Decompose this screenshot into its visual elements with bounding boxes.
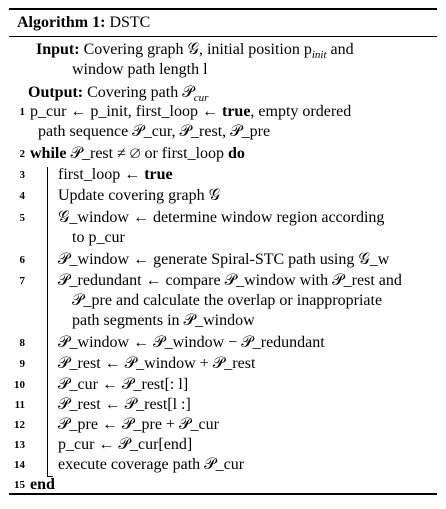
while-body-bar xyxy=(47,167,48,476)
line-number: 9 xyxy=(19,358,26,370)
line-1-text-a: p_cur ← p_init, first_loop ← xyxy=(30,103,222,120)
line-number: 1 xyxy=(19,106,26,118)
line-number: 5 xyxy=(19,212,26,224)
input-line: Input: Covering graph 𝒢, initial positio… xyxy=(36,40,354,65)
line-number: 8 xyxy=(19,337,26,349)
algo-line-1-cont: path sequence 𝒫_cur, 𝒫_rest, 𝒫_pre xyxy=(38,123,271,140)
line-number: 13 xyxy=(14,439,25,451)
algo-line-10: 𝒫_cur ← 𝒫_rest[: l] xyxy=(58,376,189,393)
algo-line-9: 𝒫_rest ← 𝒫_window + 𝒫_rest xyxy=(58,355,256,372)
line-number: 11 xyxy=(14,399,25,411)
line-number: 2 xyxy=(19,148,26,160)
bottom-rule xyxy=(9,493,437,495)
line-number: 15 xyxy=(14,479,25,491)
do-keyword: do xyxy=(228,145,245,162)
line-1-text-b: , empty ordered xyxy=(250,103,352,120)
algo-line-13: p_cur ← 𝒫_cur[end] xyxy=(58,436,193,453)
output-label: Output: xyxy=(28,84,84,101)
output-line: Output: Covering path 𝒫cur xyxy=(28,83,208,108)
line-number: 14 xyxy=(14,459,25,471)
line-number: 3 xyxy=(19,169,26,181)
algorithm-title: Algorithm 1: DSTC xyxy=(17,14,150,32)
algo-line-5: 𝒢_window ← determine window region accor… xyxy=(58,209,385,226)
while-condition: 𝒫_rest ≠ ∅ or first_loop xyxy=(66,145,229,162)
line-3-text: first_loop ← xyxy=(58,166,145,183)
line-number: 7 xyxy=(19,275,26,287)
algo-line-14: execute coverage path 𝒫_cur xyxy=(58,456,245,473)
while-keyword: while xyxy=(30,145,67,162)
output-text: Covering path 𝒫 xyxy=(87,84,194,101)
output-sub: cur xyxy=(193,92,209,105)
algo-line-5-cont: to p_cur xyxy=(72,229,125,246)
line-number: 4 xyxy=(19,190,26,202)
end-keyword: end xyxy=(30,476,55,493)
top-rule xyxy=(9,8,437,10)
input-sub: init xyxy=(311,49,327,62)
algorithm-box: Algorithm 1: DSTC Input: Covering graph … xyxy=(9,8,437,495)
algo-line-7: 𝒫_redundant ← compare 𝒫_window with 𝒫_re… xyxy=(58,272,402,289)
algo-line-12: 𝒫_pre ← 𝒫_pre + 𝒫_cur xyxy=(58,416,219,433)
title-rule xyxy=(9,36,437,37)
algo-line-11: 𝒫_rest ← 𝒫_rest[l :] xyxy=(58,396,191,413)
algo-line-1: p_cur ← p_init, first_loop ← true, empty… xyxy=(30,102,351,122)
algo-line-4: Update covering graph 𝒢 xyxy=(58,187,221,204)
algorithm-prefix: Algorithm 1: xyxy=(17,14,106,31)
line-1-true: true xyxy=(221,103,251,120)
algo-line-2: while 𝒫_rest ≠ ∅ or first_loop do xyxy=(30,144,245,164)
algo-line-6: 𝒫_window ← generate Spiral-STC path usin… xyxy=(58,251,390,268)
algorithm-name: DSTC xyxy=(109,14,151,31)
algo-line-3: first_loop ← true xyxy=(58,165,173,185)
line-number: 6 xyxy=(19,254,26,266)
while-end-tick xyxy=(47,476,53,477)
line-number: 12 xyxy=(14,419,25,431)
algo-line-7-cont2: path segments in 𝒫_window xyxy=(72,312,255,329)
input-text-end: and xyxy=(326,41,354,58)
algo-line-8: 𝒫_window ← 𝒫_window − 𝒫_redundant xyxy=(58,334,325,351)
input-label: Input: xyxy=(36,41,80,58)
input-continuation: window path length l xyxy=(72,61,208,78)
line-number: 10 xyxy=(14,379,25,391)
algo-line-7-cont: 𝒫_pre and calculate the overlap or inapp… xyxy=(72,292,383,309)
line-3-true: true xyxy=(144,166,173,183)
input-text: Covering graph 𝒢, initial position p xyxy=(83,41,312,58)
